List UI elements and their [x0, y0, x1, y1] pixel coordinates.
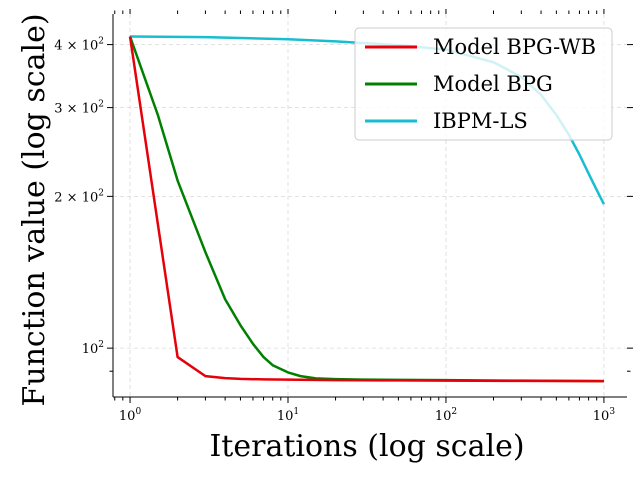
- legend-label-ibpm-ls: IBPM-LS: [433, 109, 528, 133]
- y-tick-label: 3 × 102: [54, 100, 104, 117]
- series-line-model-bpg-wb: [128, 36, 604, 383]
- legend-frame: [354, 27, 613, 141]
- x-axis-label: Iterations (log scale): [209, 429, 524, 464]
- x-tick-label: 103: [593, 407, 616, 424]
- x-tick-label: 100: [119, 407, 142, 424]
- ticks: 100 101 102 103 102 2 × 102 3 × 102 4 × 102: [54, 9, 633, 424]
- y-tick-label: 102: [82, 340, 104, 357]
- y-tick-label: 2 × 102: [54, 188, 104, 205]
- x-tick-label: 101: [277, 407, 299, 424]
- y-tick-label: 4 × 102: [54, 37, 104, 54]
- legend-label-model-bpg: Model BPG: [433, 72, 553, 96]
- legend: Model BPG-WB Model BPG IBPM-LS: [354, 27, 613, 141]
- legend-label-model-bpg-wb: Model BPG-WB: [433, 35, 596, 59]
- x-tick-label: 102: [435, 407, 457, 424]
- y-axis-label: Function value (log scale): [17, 13, 52, 406]
